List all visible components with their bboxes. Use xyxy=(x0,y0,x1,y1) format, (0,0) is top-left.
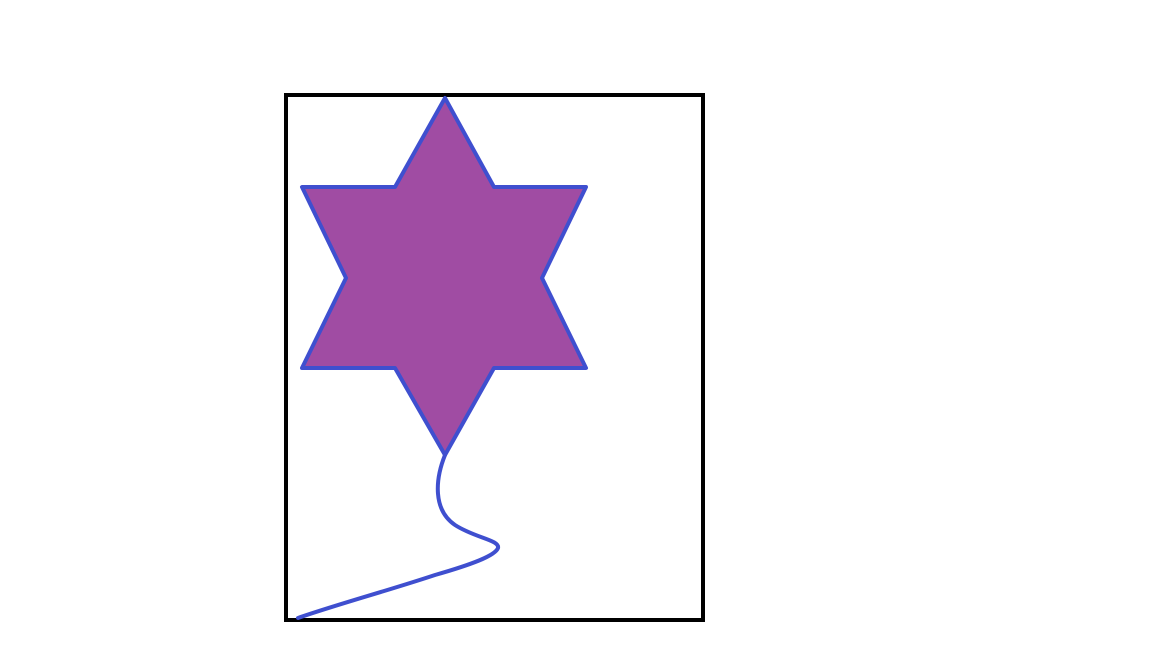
drawing-canvas xyxy=(0,0,1152,648)
canvas-page xyxy=(0,0,1152,648)
canvas-background xyxy=(0,0,1152,648)
